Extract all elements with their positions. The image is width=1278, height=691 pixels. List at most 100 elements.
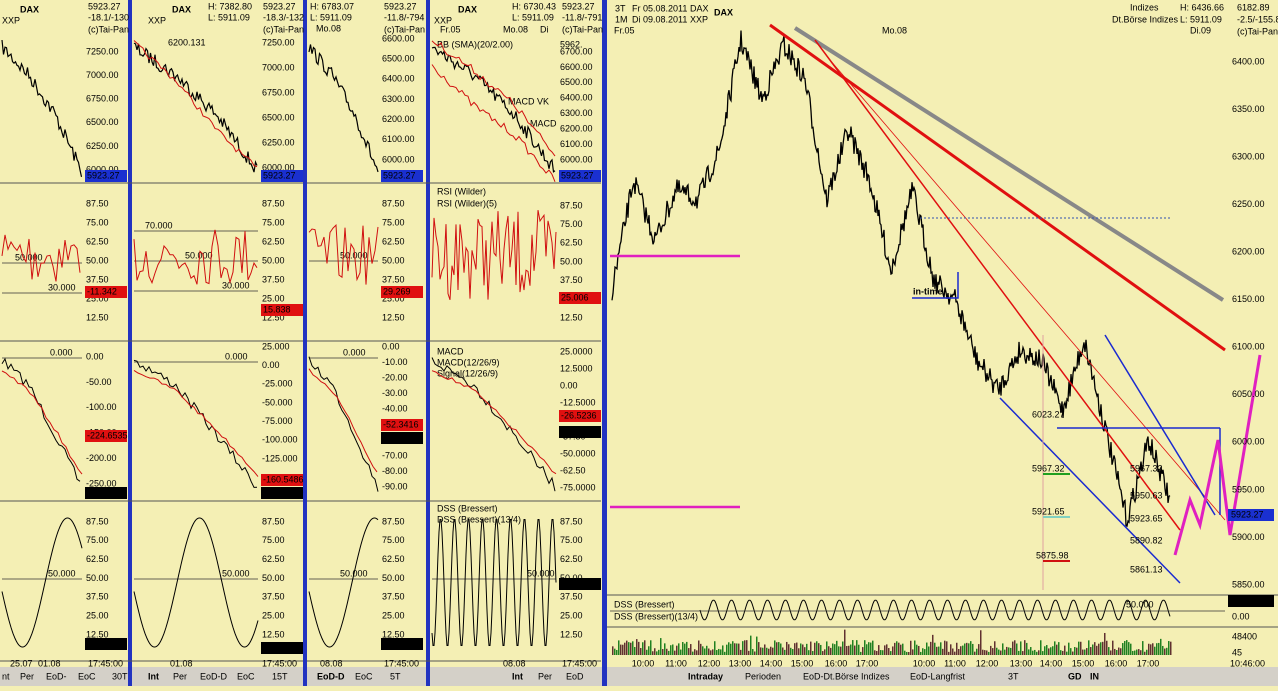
axis-label: 12.50 bbox=[382, 629, 405, 639]
value-tag bbox=[559, 578, 601, 590]
volume-bar bbox=[752, 649, 754, 655]
axis-label: -125.000 bbox=[262, 453, 298, 463]
header-text: 5962. bbox=[560, 39, 583, 49]
axis-label: 25.00 bbox=[86, 293, 109, 303]
value-tag-label: 6.832 bbox=[87, 638, 110, 648]
tab[interactable]: 30T bbox=[112, 671, 128, 681]
axis-label: 75.00 bbox=[262, 217, 285, 227]
axis-label: 50.00 bbox=[86, 573, 109, 583]
indicator-label: RSI (Wilder) bbox=[437, 186, 486, 196]
axis-label: 6300.00 bbox=[382, 94, 415, 104]
tab[interactable]: 15T bbox=[272, 671, 288, 681]
tab[interactable]: Int bbox=[512, 671, 523, 681]
volume-bar bbox=[672, 644, 674, 655]
volume-bar bbox=[768, 648, 770, 655]
volume-bar bbox=[890, 651, 892, 655]
level-label: 5861.13 bbox=[1130, 564, 1163, 574]
volume-bar bbox=[828, 646, 830, 655]
volume-bar bbox=[960, 646, 962, 655]
tab[interactable]: EoD-D bbox=[317, 671, 345, 681]
volume-bar bbox=[1078, 641, 1080, 655]
reference-label: 70.000 bbox=[145, 220, 173, 230]
volume-bar bbox=[700, 643, 702, 655]
axis-label: 37.50 bbox=[86, 592, 109, 602]
tab[interactable]: Intraday bbox=[688, 671, 723, 681]
level-label: 5967.32 bbox=[1032, 463, 1065, 473]
volume-bar bbox=[808, 650, 810, 655]
header-text: DAX bbox=[458, 4, 477, 14]
time-label: 08.08 bbox=[503, 658, 526, 668]
reference-label: 0.000 bbox=[50, 347, 73, 357]
header-text: Indizes bbox=[1130, 2, 1159, 12]
volume-bar bbox=[1138, 649, 1140, 655]
volume-bar bbox=[1062, 650, 1064, 655]
reference-label: 0.000 bbox=[343, 347, 366, 357]
time-label: 10:00 bbox=[632, 658, 655, 668]
volume-bar bbox=[968, 643, 970, 655]
tab[interactable]: EoC bbox=[355, 671, 373, 681]
axis-label: 62.50 bbox=[382, 236, 405, 246]
rsi-curve bbox=[1, 234, 81, 282]
value-tag bbox=[559, 292, 601, 304]
axis-label: 75.00 bbox=[560, 219, 583, 229]
volume-bar bbox=[858, 644, 860, 655]
level-label: 5921.65 bbox=[1032, 506, 1065, 516]
volume-bar bbox=[1058, 642, 1060, 655]
volume-bar bbox=[786, 641, 788, 655]
tab[interactable]: EoD-Dt.Börse Indizes bbox=[803, 671, 890, 681]
volume-bar bbox=[954, 651, 956, 655]
volume-bar bbox=[730, 643, 732, 655]
volume-bar bbox=[716, 650, 718, 655]
header-text: L: 5911.09 bbox=[1180, 14, 1222, 24]
signal-curve bbox=[431, 370, 557, 475]
axis-label: 6000.00 bbox=[382, 154, 415, 164]
volume-bar bbox=[852, 640, 854, 655]
volume-bar bbox=[636, 639, 638, 655]
volume-bar bbox=[906, 651, 908, 655]
axis-label: 12.5000 bbox=[560, 363, 593, 373]
price-curve bbox=[611, 30, 1171, 527]
value-tag bbox=[1228, 595, 1274, 607]
volume-bar bbox=[910, 640, 912, 655]
value-tag-label: -293.1189 bbox=[87, 487, 127, 497]
header-text: MACD VK bbox=[508, 96, 549, 106]
axis-label: 0.00 bbox=[560, 380, 578, 390]
volume-bar bbox=[920, 651, 922, 655]
tab[interactable]: EoC bbox=[237, 671, 255, 681]
tab[interactable]: 3T bbox=[1008, 671, 1019, 681]
header-text: BB (SMA)(20/2.00) bbox=[437, 39, 513, 49]
tab[interactable]: EoD- bbox=[46, 671, 67, 681]
tab[interactable]: Int bbox=[148, 671, 159, 681]
tab[interactable]: EoC bbox=[78, 671, 96, 681]
tab[interactable]: Per bbox=[173, 671, 187, 681]
header-text: Fr 05.08.2011 bbox=[632, 3, 687, 13]
axis-label: 87.50 bbox=[86, 198, 109, 208]
tab[interactable]: Perioden bbox=[745, 671, 781, 681]
tab[interactable]: EoD-Langfrist bbox=[910, 671, 966, 681]
axis-label: 6500.00 bbox=[560, 77, 593, 87]
tab[interactable]: IN bbox=[1090, 671, 1099, 681]
tab[interactable]: Per bbox=[538, 671, 552, 681]
volume-bar bbox=[830, 647, 832, 655]
axis-label: 37.50 bbox=[560, 592, 583, 602]
header-text: Mo.08 bbox=[316, 23, 341, 33]
value-tag-label: -28.1705 bbox=[561, 426, 597, 436]
tab[interactable]: EoD-D bbox=[200, 671, 228, 681]
tab[interactable]: Per bbox=[20, 671, 34, 681]
tab[interactable]: 5T bbox=[390, 671, 401, 681]
tab[interactable]: GD bbox=[1068, 671, 1082, 681]
volume-bar bbox=[670, 645, 672, 655]
time-label: 14:00 bbox=[760, 658, 783, 668]
macd-curve bbox=[133, 359, 258, 488]
volume-bar bbox=[634, 647, 636, 655]
volume-bar bbox=[908, 651, 910, 655]
axis-label: -25.000 bbox=[262, 379, 293, 389]
volume-bar bbox=[680, 649, 682, 655]
indicator-label: RSI (Wilder)(5) bbox=[437, 198, 497, 208]
volume-bar bbox=[820, 644, 822, 655]
axis-label: 5950.00 bbox=[1232, 484, 1265, 494]
volume-bar bbox=[866, 644, 868, 655]
tab[interactable]: nt bbox=[2, 671, 10, 681]
tab[interactable]: EoD bbox=[566, 671, 584, 681]
